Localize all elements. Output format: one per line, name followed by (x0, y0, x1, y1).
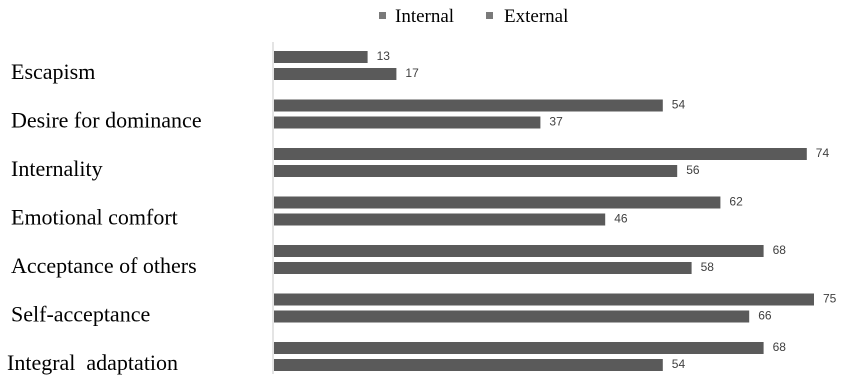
category-label-integral-adaptation: Integral adaptation (7, 350, 178, 375)
category-label-escapism: Escapism (11, 59, 95, 84)
value-label-internal-escapism: 13 (377, 49, 391, 63)
legend-label-internal: Internal (395, 6, 454, 27)
value-label-internal-internality: 74 (816, 146, 830, 160)
bar-internal-acceptance-of-others (274, 245, 764, 257)
value-label-external-emotional-comfort: 46 (614, 212, 628, 226)
category-label-acceptance-of-others: Acceptance of others (11, 253, 197, 278)
value-label-internal-desire-for-dominance: 54 (672, 98, 686, 112)
category-label-self-acceptance: Self-acceptance (11, 302, 150, 327)
category-label-internality: Internality (11, 156, 103, 181)
value-label-external-internality: 56 (686, 163, 700, 177)
value-label-internal-self-acceptance: 75 (823, 292, 837, 306)
bar-internal-desire-for-dominance (274, 99, 663, 112)
value-label-external-desire-for-dominance: 37 (549, 115, 563, 129)
value-label-internal-acceptance-of-others: 68 (773, 243, 787, 257)
bar-external-acceptance-of-others (274, 262, 692, 274)
value-label-internal-integral-adaptation: 68 (773, 340, 787, 354)
bar-external-self-acceptance (274, 310, 750, 323)
category-label-desire-for-dominance: Desire for dominance (11, 108, 202, 133)
bar-external-internality (274, 165, 678, 177)
bar-external-desire-for-dominance (274, 116, 541, 129)
bar-internal-emotional-comfort (274, 196, 721, 209)
category-label-emotional-comfort: Emotional comfort (11, 205, 178, 230)
legend-marker-external (486, 12, 493, 19)
bar-internal-internality (274, 148, 807, 160)
bar-internal-self-acceptance (274, 293, 814, 306)
value-label-external-acceptance-of-others: 58 (701, 260, 715, 274)
legend: Internal External (379, 6, 568, 27)
bar-internal-integral-adaptation (274, 342, 764, 354)
bar-external-escapism (274, 68, 397, 80)
value-label-external-self-acceptance: 66 (758, 309, 772, 323)
legend-label-external: External (504, 6, 568, 27)
bar-internal-escapism (274, 51, 368, 63)
legend-marker-internal (379, 12, 386, 19)
bar-external-integral-adaptation (274, 359, 663, 371)
bar-external-emotional-comfort (274, 213, 606, 226)
value-label-external-integral-adaptation: 54 (672, 357, 686, 371)
value-label-external-escapism: 17 (405, 66, 419, 80)
value-label-internal-emotional-comfort: 62 (729, 195, 743, 209)
